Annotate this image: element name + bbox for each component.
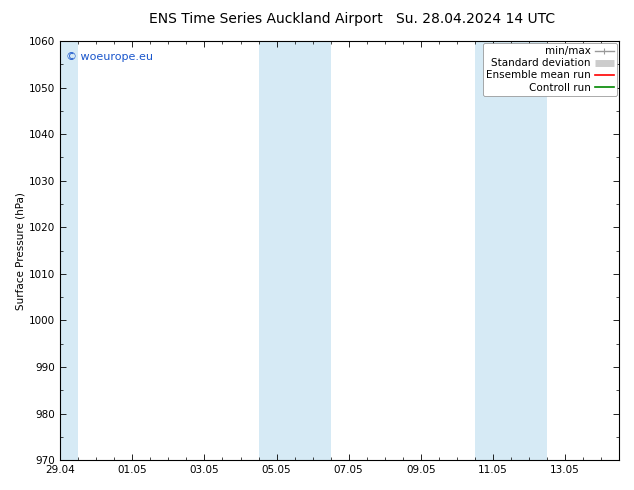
Legend: min/max, Standard deviation, Ensemble mean run, Controll run: min/max, Standard deviation, Ensemble me… xyxy=(483,43,617,96)
Text: ENS Time Series Auckland Airport: ENS Time Series Auckland Airport xyxy=(150,12,383,26)
Bar xyxy=(259,41,330,460)
Bar xyxy=(60,41,79,460)
Text: © woeurope.eu: © woeurope.eu xyxy=(66,51,153,62)
Y-axis label: Surface Pressure (hPa): Surface Pressure (hPa) xyxy=(15,192,25,310)
Bar xyxy=(475,41,547,460)
Text: Su. 28.04.2024 14 UTC: Su. 28.04.2024 14 UTC xyxy=(396,12,555,26)
